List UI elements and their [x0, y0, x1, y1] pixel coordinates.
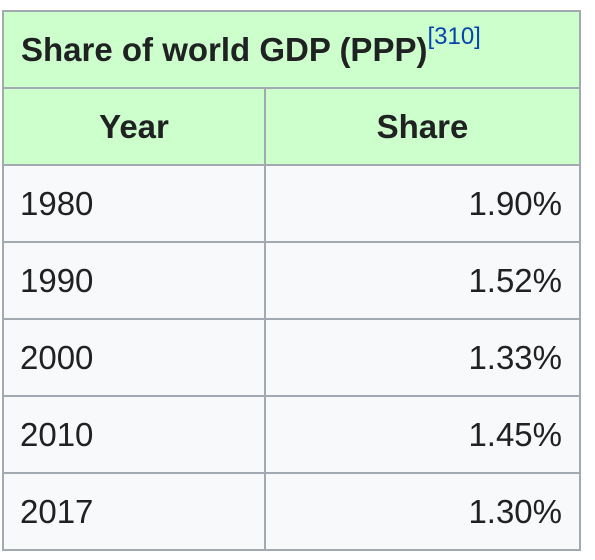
- reference-superscript: [310]: [427, 23, 480, 50]
- year-cell: 2010: [2, 395, 266, 474]
- column-header-share: Share: [263, 87, 582, 166]
- year-cell: 1990: [2, 241, 266, 320]
- year-cell: 1980: [2, 164, 266, 243]
- share-cell: 1.52%: [263, 241, 582, 320]
- table-row: 2010 1.45%: [2, 395, 582, 474]
- share-cell: 1.30%: [263, 472, 582, 551]
- table-caption-text: Share of world GDP (PPP): [21, 30, 428, 68]
- table-row: 2017 1.30%: [2, 472, 582, 551]
- share-cell: 1.45%: [263, 395, 582, 474]
- table-caption: Share of world GDP (PPP)[310]: [1, 10, 582, 89]
- year-cell: 2017: [2, 472, 266, 551]
- table-row: 1990 1.52%: [2, 241, 582, 320]
- reference-link[interactable]: [310]: [427, 22, 481, 50]
- gdp-share-table: Share of world GDP (PPP)[310] Year Share…: [1, 10, 582, 551]
- caption-row: Share of world GDP (PPP)[310]: [1, 10, 582, 89]
- share-cell: 1.90%: [263, 164, 582, 243]
- column-header-year: Year: [2, 87, 266, 166]
- share-cell: 1.33%: [263, 318, 582, 397]
- table-row: 2000 1.33%: [2, 318, 582, 397]
- table-row: 1980 1.90%: [2, 164, 582, 243]
- year-cell: 2000: [2, 318, 266, 397]
- header-row: Year Share: [2, 87, 582, 166]
- gdp-share-table-container: Share of world GDP (PPP)[310] Year Share…: [1, 10, 582, 551]
